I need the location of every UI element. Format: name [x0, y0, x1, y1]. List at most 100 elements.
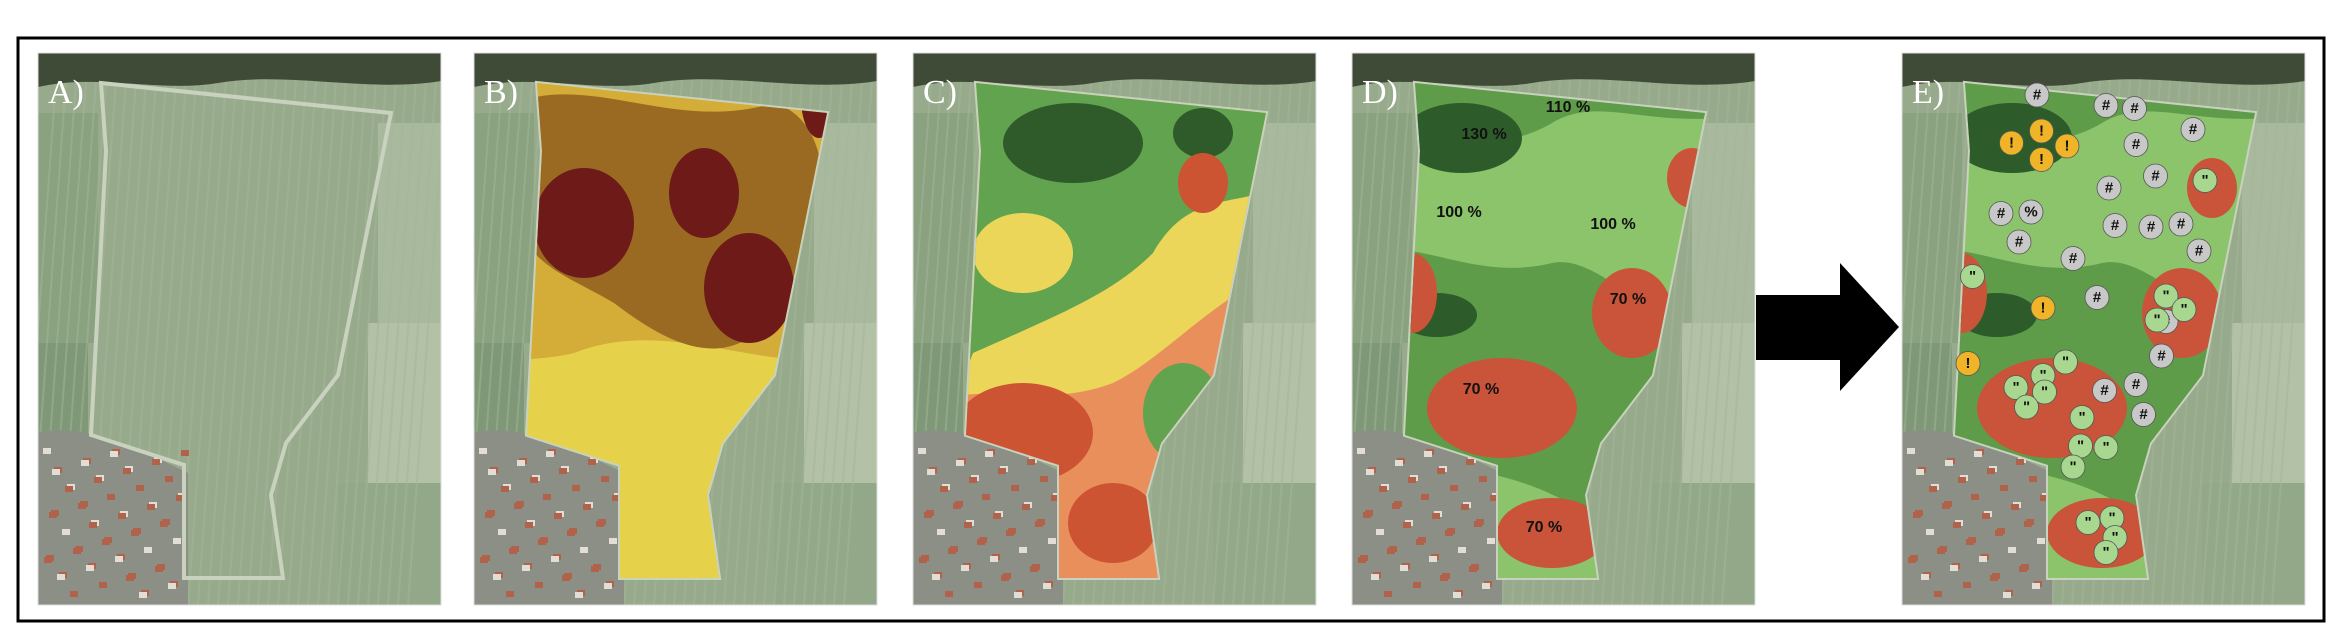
forest [474, 53, 877, 87]
roof [604, 583, 612, 589]
marker [2018, 199, 2044, 225]
field-stripe [217, 53, 259, 605]
village [474, 430, 624, 605]
roof [144, 547, 152, 553]
roof [562, 575, 570, 581]
field-stripe [474, 53, 495, 343]
forest [913, 53, 1316, 87]
marker-label: # [2015, 234, 2024, 251]
roof [2040, 495, 2048, 501]
marker-label: % [2024, 204, 2037, 221]
field-patch [38, 113, 98, 343]
field-stripe [1262, 53, 1304, 605]
roof [1363, 512, 1371, 518]
field-stripe [823, 53, 865, 605]
field-stripe [1282, 135, 1316, 605]
roof [1387, 548, 1395, 554]
roof [1384, 591, 1392, 597]
field-stripe [237, 53, 279, 605]
roof [588, 459, 596, 465]
roof [1942, 503, 1950, 509]
zone [1003, 103, 1143, 183]
roof [514, 503, 522, 509]
roof [485, 512, 493, 518]
roof [1019, 547, 1027, 553]
roof [1490, 495, 1498, 501]
roof [1982, 513, 1990, 519]
roof [43, 448, 51, 454]
roof [115, 556, 123, 562]
marker-label: " [2180, 301, 2187, 318]
roof [94, 477, 102, 483]
roof [1011, 485, 1019, 491]
roof [70, 591, 78, 597]
marker-label: " [2201, 172, 2208, 189]
roof [480, 557, 488, 563]
roof [1482, 583, 1490, 589]
roof [152, 459, 160, 465]
roof [1907, 448, 1915, 454]
panel: B) [473, 52, 878, 606]
roof [580, 547, 588, 553]
roof [1040, 476, 1048, 482]
marker-label: # [2105, 180, 2114, 197]
field-stripe [833, 53, 875, 605]
field-stripe [317, 53, 359, 605]
field-stripe [367, 53, 409, 605]
roof [501, 486, 509, 492]
roof [1030, 566, 1038, 572]
field-patch [1902, 113, 1962, 343]
field-stripe [187, 53, 229, 605]
roof [609, 538, 617, 544]
village [1352, 430, 1502, 605]
roof [2024, 521, 2032, 527]
roof [107, 494, 115, 500]
roof [1469, 566, 1477, 572]
roof [1937, 548, 1945, 554]
field-stripe [2241, 53, 2283, 605]
roof [52, 469, 60, 475]
field-stripe [913, 53, 934, 343]
field-stripe [197, 53, 239, 605]
roof [535, 582, 543, 588]
roof [982, 494, 990, 500]
roof [1413, 582, 1421, 588]
marker [2092, 378, 2117, 403]
roof [998, 468, 1006, 474]
roof [596, 521, 604, 527]
panel-border [912, 52, 1317, 606]
roof [919, 557, 927, 563]
roof [918, 448, 926, 454]
marker-label: # [2139, 406, 2148, 423]
roof [131, 530, 139, 536]
roof [86, 565, 94, 571]
field-stripe [337, 53, 379, 605]
roof [65, 486, 73, 492]
roof [1400, 565, 1408, 571]
roof [81, 460, 89, 466]
roof [2037, 538, 2045, 544]
field-patch [1243, 323, 1316, 503]
marker [2143, 163, 2168, 189]
roof [1913, 512, 1921, 518]
roof [1379, 486, 1387, 492]
roof [1043, 583, 1051, 589]
marker-label: # [2093, 289, 2102, 306]
marker [2060, 454, 2086, 480]
field-stripe [813, 53, 855, 605]
roof [1987, 468, 1995, 474]
field-stripe [38, 53, 69, 481]
roof [1027, 459, 1035, 465]
zone-annotation: 100 % [1436, 204, 1481, 221]
zone [1068, 483, 1158, 563]
roof [1963, 582, 1971, 588]
roof [591, 566, 599, 572]
marker-label: " [2039, 367, 2046, 384]
roof [73, 548, 81, 554]
marker-label: # [2151, 168, 2160, 185]
roof [1416, 539, 1424, 545]
marker-label: " [2023, 399, 2030, 416]
marker-label: " [2077, 438, 2084, 455]
marker-label: " [2102, 544, 2109, 561]
marker-label: # [2189, 121, 2198, 138]
